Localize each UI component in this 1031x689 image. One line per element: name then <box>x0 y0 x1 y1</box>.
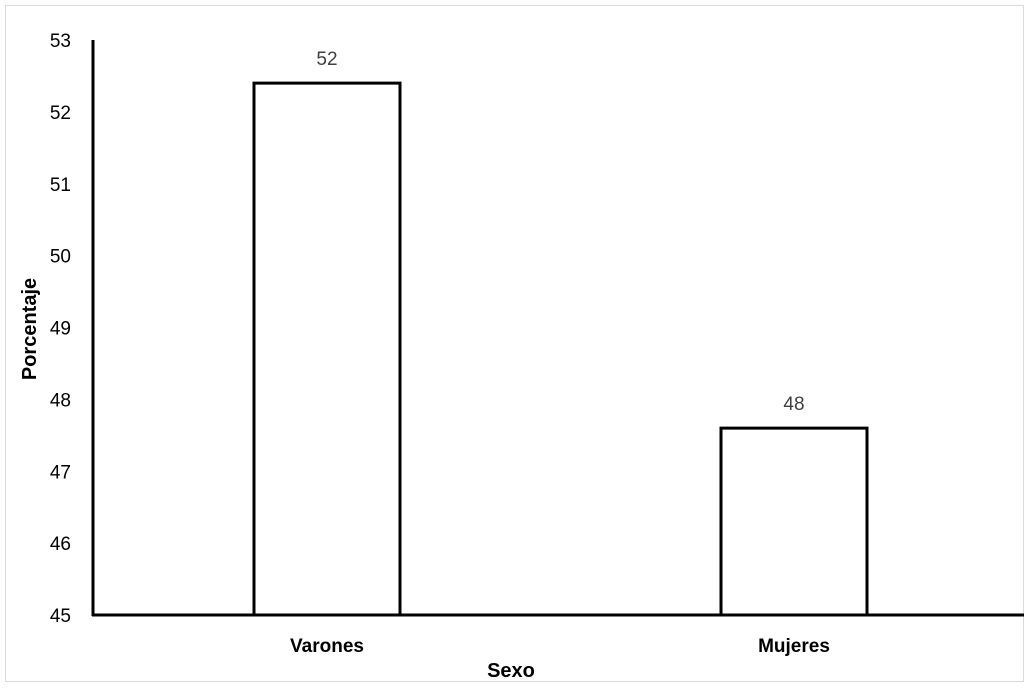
category-label: Mujeres <box>758 636 830 657</box>
y-tick-label: 52 <box>50 103 71 124</box>
y-tick-label: 51 <box>50 175 71 196</box>
bar <box>719 426 869 617</box>
y-tick-label: 45 <box>50 606 71 627</box>
y-axis-title: Porcentaje <box>19 278 41 380</box>
category-labels: Varones Mujeres <box>290 636 830 657</box>
y-tick-label: 46 <box>50 534 71 555</box>
category-label: Varones <box>290 636 364 657</box>
bars <box>252 81 869 617</box>
y-tick-label: 47 <box>50 462 71 483</box>
y-tick-label: 53 <box>50 31 71 52</box>
data-label: 48 <box>783 394 804 415</box>
y-tick-label: 48 <box>50 390 71 411</box>
data-label: 52 <box>316 49 337 70</box>
data-labels: 52 48 <box>316 49 804 415</box>
y-tick-labels: 45 46 47 48 49 50 51 52 53 <box>50 31 71 627</box>
y-tick-label: 49 <box>50 319 71 340</box>
bar <box>252 81 402 617</box>
x-axis-title: Sexo <box>487 660 535 682</box>
y-tick-label: 50 <box>50 247 71 268</box>
